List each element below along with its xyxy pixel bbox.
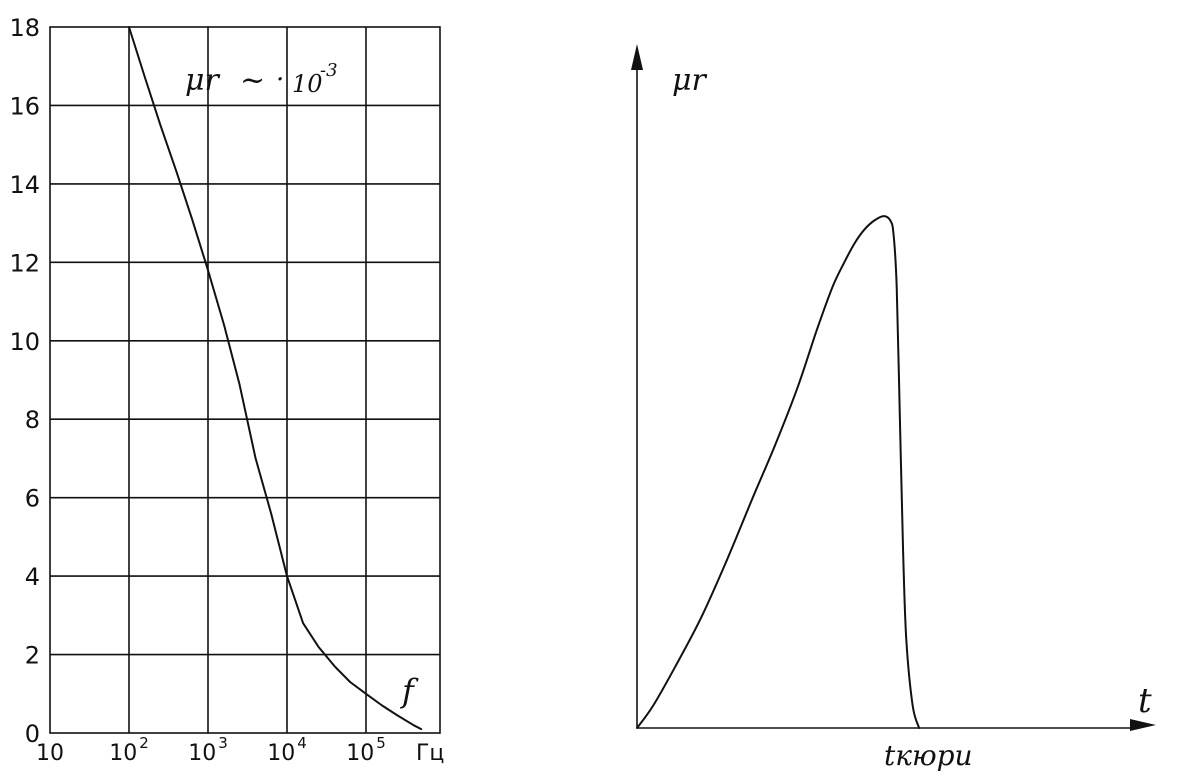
chart1-x-axis-label: f xyxy=(400,672,419,710)
chart1-series-line xyxy=(128,26,423,731)
chart2-x-axis-arrow xyxy=(1130,719,1156,731)
chart1-y-tick-labels: 0 2 4 6 8 10 12 14 16 18 xyxy=(9,14,40,748)
chart1-annotation-approx: ~ xyxy=(240,63,265,98)
chart1-grid xyxy=(49,26,441,734)
chart1-y-tick-label: 10 xyxy=(9,328,40,356)
chart1-x-tick-label: 10 3 xyxy=(188,734,228,766)
chart1-annotation: μr ~ · 10 -3 xyxy=(185,60,338,98)
chart1-annotation-exponent: -3 xyxy=(320,60,338,81)
chart1-y-tick-label: 0 xyxy=(25,720,40,748)
chart1-annotation-symbol: μr xyxy=(185,63,220,98)
chart2-y-axis-label: μr xyxy=(672,63,707,98)
chart1-y-tick-label: 4 xyxy=(25,563,40,591)
chart1-x-tick-label: 10 xyxy=(36,741,64,766)
chart1-frame xyxy=(49,26,441,734)
permeability-vs-temperature-chart: μr t tкюри xyxy=(631,44,1156,772)
chart1-x-tick-labels: 10 10 2 10 3 10 4 10 5 xyxy=(36,734,386,766)
chart1-annotation-base: 10 xyxy=(292,70,323,98)
chart1-y-tick-label: 6 xyxy=(25,485,40,513)
chart1-annotation-dot: · xyxy=(276,65,284,95)
chart1-x-tick-label: 10 4 xyxy=(267,734,307,766)
chart1-x-unit-label: Гц xyxy=(416,741,444,766)
chart1-y-tick-label: 2 xyxy=(25,642,40,670)
chart1-y-tick-label: 16 xyxy=(9,92,40,120)
chart1-y-tick-label: 12 xyxy=(9,249,40,277)
chart2-y-axis-arrow xyxy=(631,44,643,70)
chart1-x-tick-label: 10 5 xyxy=(346,734,386,766)
chart1-y-tick-label: 8 xyxy=(25,406,40,434)
chart2-series-line xyxy=(636,215,921,729)
chart1-x-tick-label: 10 2 xyxy=(109,734,149,766)
permeability-vs-frequency-chart: 0 2 4 6 8 10 12 14 16 18 10 10 2 10 3 10 4 10 5 μr ~ · 10… xyxy=(9,14,444,766)
chart2-x-axis-label: t xyxy=(1138,681,1152,721)
chart1-y-tick-label: 14 xyxy=(9,171,40,199)
chart2-curie-point-label: tкюри xyxy=(884,739,973,772)
chart1-y-tick-label: 18 xyxy=(9,14,40,42)
